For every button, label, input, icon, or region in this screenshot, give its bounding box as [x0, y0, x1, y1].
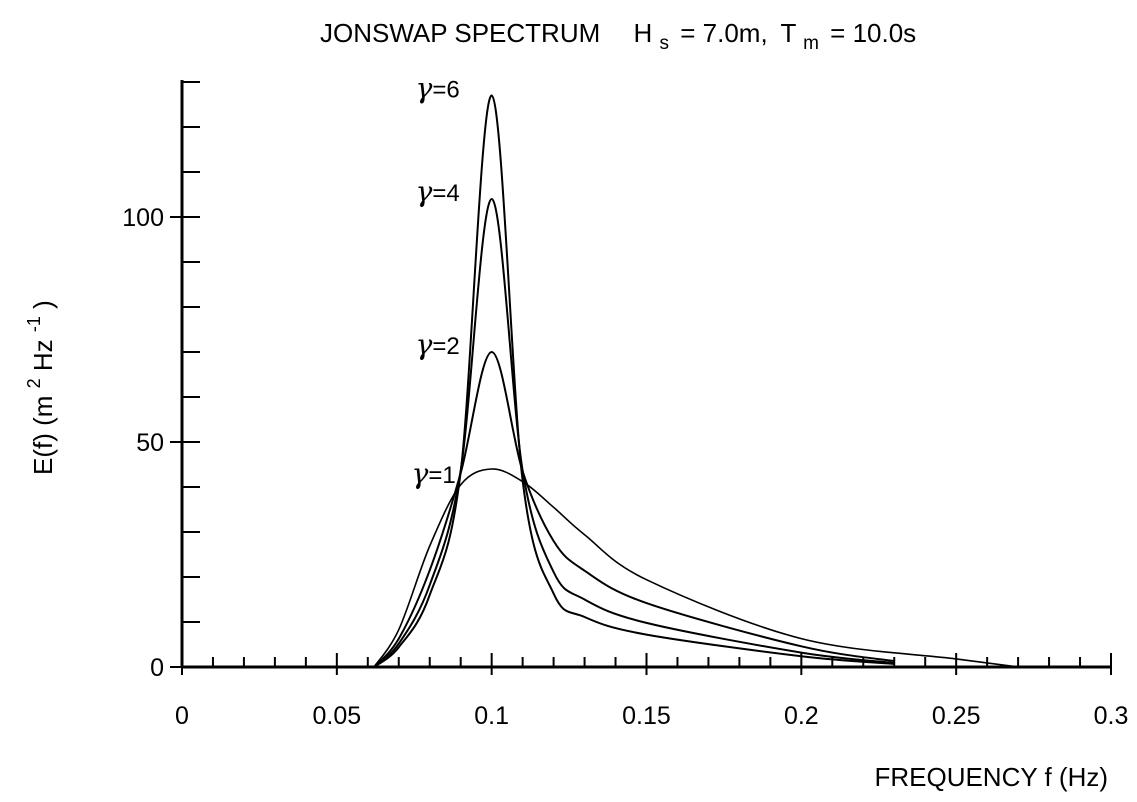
y-tick-label: 100: [122, 204, 164, 232]
series-label-gamma-1: γ=1: [412, 457, 456, 490]
title-hs-symbol: H: [633, 18, 652, 48]
x-axis-label: FREQUENCY f (Hz): [874, 762, 1108, 792]
x-tick-label: 0.1: [474, 702, 509, 730]
title-hs-value: = 7.0m,: [680, 18, 767, 48]
title-tm-subscript: m: [803, 33, 819, 54]
x-tick-label: 0.05: [312, 702, 361, 730]
gamma-value: =4: [432, 180, 459, 207]
title-hs-subscript: s: [660, 33, 670, 54]
y-label-mid: Hz: [28, 339, 58, 371]
x-tick-label: 0: [175, 702, 189, 730]
spectrum-curves: [373, 94, 1019, 668]
chart-title: JONSWAP SPECTRUM H s = 7.0m, T m = 10.0s: [320, 18, 916, 55]
y-label-main: E(f) (m: [28, 396, 58, 475]
gamma-symbol: γ: [416, 175, 433, 208]
title-main: JONSWAP SPECTRUM: [320, 18, 600, 48]
title-tm-symbol: T: [780, 18, 796, 48]
y-tick-label: 50: [136, 429, 164, 457]
x-tick-label: 0.25: [932, 702, 981, 730]
gamma-value: =1: [428, 462, 455, 489]
spectrum-curve-gamma-4: [373, 198, 895, 668]
y-label-sup2: -1: [24, 316, 44, 332]
gamma-value: =2: [432, 333, 459, 360]
gamma-symbol: γ: [412, 457, 429, 490]
spectrum-curve-gamma-1: [373, 468, 1019, 668]
y-label-end: ): [28, 300, 58, 309]
tick-labels: 0 0.05 0.1 0.15 0.2 0.25 0.3 0 50 100: [122, 204, 1128, 730]
series-label-gamma-2: γ=2: [416, 328, 460, 361]
y-tick-label: 0: [150, 654, 164, 682]
spectrum-curve-gamma-6: [373, 94, 895, 668]
gamma-value: =6: [432, 77, 459, 104]
series-label-gamma-4: γ=4: [416, 175, 460, 208]
x-tick-label: 0.2: [784, 702, 819, 730]
series-labels: γ=1γ=2γ=4γ=6: [412, 72, 460, 491]
title-tm-value: = 10.0s: [830, 18, 916, 48]
series-label-gamma-6: γ=6: [416, 72, 460, 105]
x-tick-label: 0.3: [1094, 702, 1129, 730]
y-label-sup1: 2: [24, 378, 44, 388]
gamma-symbol: γ: [416, 72, 433, 105]
axis-ticks: [170, 81, 1112, 675]
y-axis-label: E(f) (m 2 Hz -1 ): [16, 300, 58, 475]
x-tick-label: 0.15: [622, 702, 671, 730]
gamma-symbol: γ: [416, 328, 433, 361]
